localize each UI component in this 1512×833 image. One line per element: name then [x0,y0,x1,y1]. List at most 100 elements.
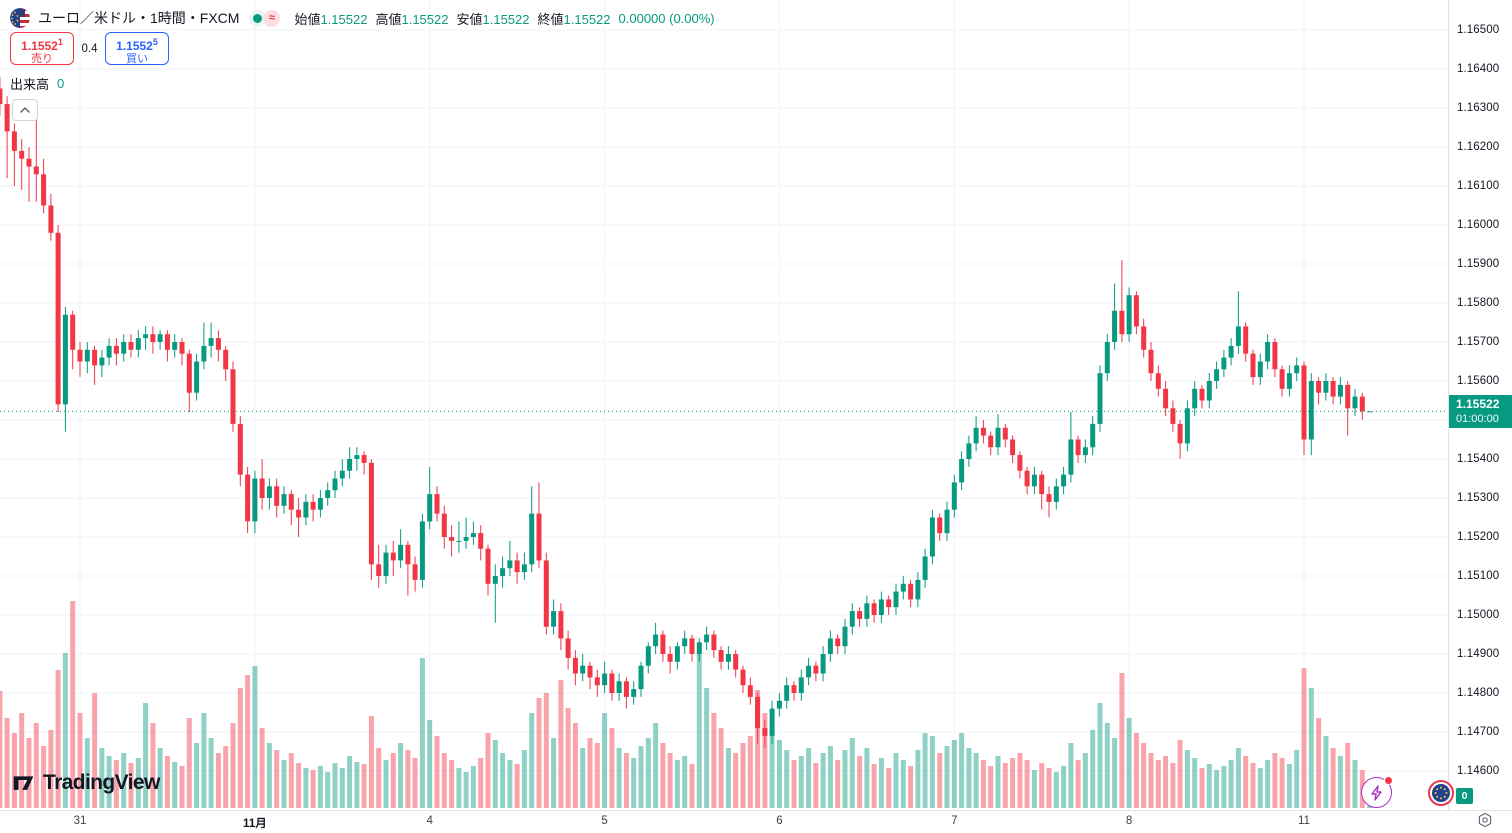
volume-bar [1192,758,1198,808]
candle [150,334,156,342]
candle [478,533,484,549]
volume-bar [1126,718,1132,808]
volume-bar [835,760,841,808]
candlestick-chart[interactable] [0,0,1448,810]
candle [900,583,906,592]
candle [1031,474,1037,487]
volume-bar [507,760,513,808]
sell-button[interactable]: 1.15521 売り [10,32,74,65]
volume-bar [179,766,185,808]
price-change: 0.00000 (0.00%) [618,10,715,26]
tradingview-logo[interactable]: TradingView [10,769,160,796]
market-status-icons[interactable]: ≈ [249,9,281,27]
volume-bar [1199,768,1205,808]
candle [1112,310,1118,342]
gear-icon [1478,812,1492,828]
candle [1221,357,1227,370]
candle [186,353,192,393]
candle [485,548,491,584]
volume-bar [893,753,899,808]
eur-flag-icon [1428,780,1454,806]
volume-bar [776,740,782,808]
volume-bar [1265,760,1271,808]
candle [463,537,469,541]
volume-bar [157,748,163,808]
symbol-title[interactable]: ユーロ／米ドル・1時間・FXCM [38,10,240,26]
volume-bar [150,723,156,808]
volume-bar [1024,760,1030,808]
volume-bar [1002,763,1008,808]
volume-bar [580,748,586,808]
candle [1097,373,1103,424]
volume-bar [1352,760,1358,808]
volume-bar [259,728,265,808]
volume-bar [558,680,564,808]
candle [230,369,236,424]
candle [973,427,979,444]
volume-bar [1294,750,1300,808]
time-axis[interactable]: 31 11月 4 5 6 7 8 11 [0,810,1512,833]
volume-bar [1031,770,1037,808]
candle [631,689,637,697]
volume-bar [951,740,957,808]
axis-settings-button[interactable] [1476,811,1494,829]
volume-bar [813,763,819,808]
candle [565,638,571,658]
candle [354,455,360,459]
volume-bar [1316,718,1322,808]
volume-legend[interactable]: 出来高 0 [10,74,64,93]
volume-bar [995,756,1001,808]
volume-bar [602,713,608,808]
volume-axis-value: 0 [1456,788,1473,804]
candle [62,314,68,405]
candle [208,338,214,346]
candle [602,673,608,686]
volume-bar [878,758,884,808]
candle [827,638,833,654]
volume-bar [456,768,462,808]
chart-legend: ユーロ／米ドル・1時間・FXCM ≈ 始値1.15522 高値1.15522 安… [10,7,715,29]
candle [1192,388,1198,409]
collapse-pane-button[interactable] [12,99,38,121]
candle [536,513,542,561]
candle [19,150,25,159]
volume-bar [725,748,731,808]
candle [303,501,309,518]
price-axis-label: 1.15900 [1457,258,1500,270]
candle [908,583,914,600]
candle [317,498,323,510]
price-axis-label: 1.16200 [1457,141,1500,153]
volume-bar [376,748,382,808]
volume-bar [398,743,404,808]
volume-bar [121,753,127,808]
quick-trade-button[interactable] [1361,776,1393,808]
time-axis-label: 31 [73,815,87,827]
candle [1294,365,1300,374]
candle [674,646,680,662]
candle [660,634,666,654]
candle [441,513,447,537]
volume-bar [900,760,906,808]
price-axis[interactable]: 1.15522 01:00:00 0 1.16500 1.16400 1.16300… [1448,0,1512,810]
candle [762,728,768,736]
volume-bar [791,760,797,808]
candle [77,349,83,362]
candle [310,501,316,510]
volume-bar [288,753,294,808]
candle [4,104,10,132]
candle [718,650,724,662]
candle [0,88,3,105]
candle [1323,381,1329,393]
buy-button[interactable]: 1.15525 買い [105,32,169,65]
volume-bar [1053,772,1059,808]
volume-bar [106,756,112,808]
candle [1286,373,1292,389]
current-price-label: 1.15522 01:00:00 [1449,395,1512,429]
candle [92,349,98,366]
candle [1148,349,1154,374]
volume-bar [434,736,440,808]
volume-bar [638,746,644,808]
candle [157,334,163,342]
volume-bar [886,768,892,808]
